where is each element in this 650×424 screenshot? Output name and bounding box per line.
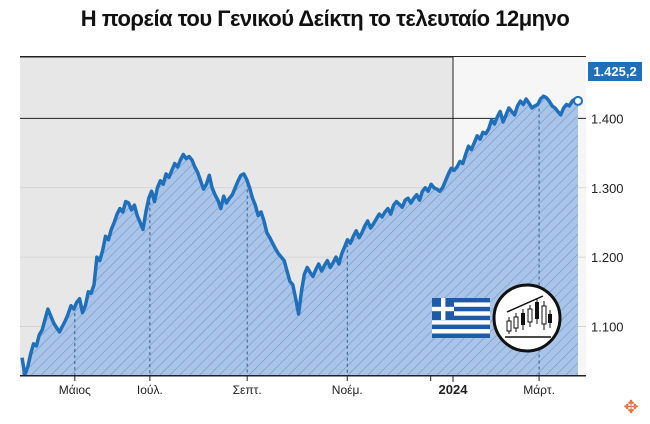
plot-top-rule [20, 56, 586, 58]
last-value-badge: 1.425,2 [588, 62, 642, 81]
x-tick-label: Νοέμ. [332, 383, 363, 397]
y-tick-label: 1.200 [591, 250, 624, 265]
greece-flag-icon [432, 298, 490, 338]
y-tick-label: 1.300 [591, 181, 624, 196]
x-tick-label: Μάρτ. [523, 383, 555, 397]
candlestick-chart-icon [492, 283, 562, 353]
x-axis-ticks: Μάιος Ιούλ. Σεπτ. Νοέμ. 2024 Μάρτ. [59, 375, 555, 397]
x-tick-label: Ιούλ. [137, 383, 163, 397]
y-axis-ticks: 1.100 1.200 1.300 1.400 [591, 111, 624, 334]
y-tick-label: 1.100 [591, 319, 624, 334]
series-line [20, 94, 579, 375]
y-tick-label: 1.400 [591, 111, 624, 126]
chart-title: Η πορεία του Γενικού Δείκτη το τελευταίο… [80, 6, 570, 31]
x-tick-label: Μάιος [59, 383, 91, 397]
x-tick-label: 2024 [439, 382, 469, 397]
last-value-label: 1.425,2 [593, 64, 636, 79]
x-axis-line [20, 375, 586, 377]
last-point-marker [573, 95, 583, 106]
logo-icon: ✥ [623, 397, 639, 417]
x-tick-label: Σεπτ. [233, 383, 262, 397]
